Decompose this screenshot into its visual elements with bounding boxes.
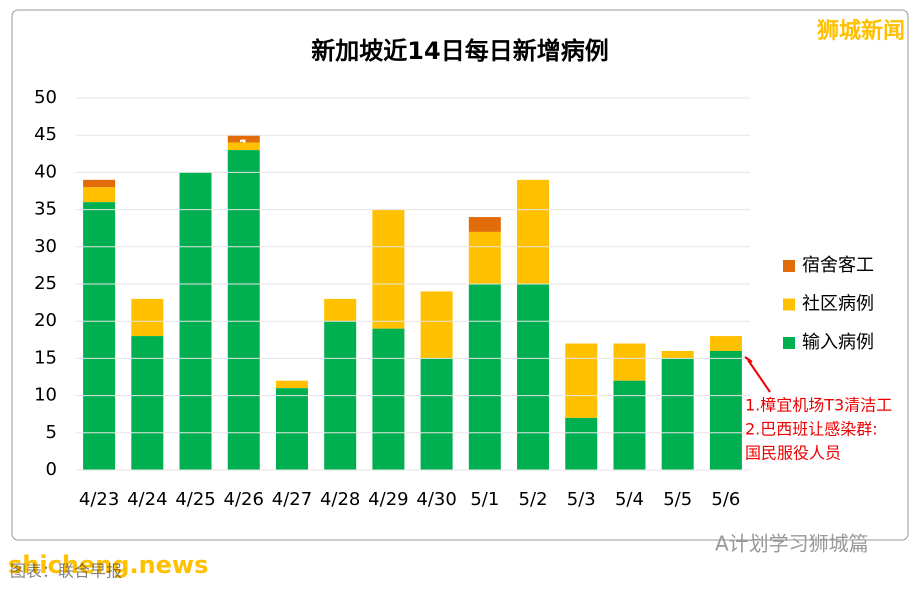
- legend-swatch: [783, 298, 795, 311]
- x-tick-label: 4/26: [224, 489, 264, 510]
- y-tick-label: 30: [34, 236, 57, 257]
- x-tick-label: 4/23: [79, 489, 119, 510]
- annotation: 1.樟宜机场T3清洁工: [745, 396, 892, 415]
- x-tick-label: 5/2: [519, 489, 548, 510]
- bar-segment: [468, 284, 501, 470]
- x-tick-label: 5/4: [615, 489, 644, 510]
- source: 图表：联合早报: [10, 562, 122, 581]
- watermark: shicheng.news: [8, 551, 208, 579]
- y-tick-label: 5: [46, 422, 57, 443]
- y-tick-label: 40: [34, 161, 57, 182]
- y-tick-label: 15: [34, 347, 57, 368]
- bar-segment: [709, 336, 742, 351]
- x-tick-label: 5/1: [470, 489, 499, 510]
- legend-label: 宿舍客工: [802, 255, 874, 276]
- bar-segment: [227, 150, 260, 470]
- legend-label: 输入病例: [802, 332, 874, 353]
- chart-title: 新加坡近14日每日新增病例: [311, 37, 608, 65]
- annotation: 国民服役人员: [745, 444, 841, 463]
- y-tick-label: 35: [34, 199, 57, 220]
- bar-segment: [565, 417, 598, 470]
- bar-segment: [83, 179, 116, 188]
- bar-segment: [275, 380, 308, 389]
- bar-segment: [420, 358, 453, 470]
- y-tick-label: 25: [34, 273, 57, 294]
- x-tick-label: 4/25: [175, 489, 215, 510]
- bar-segment: [468, 217, 501, 232]
- x-tick-label: 4/30: [416, 489, 456, 510]
- watermark: A计划学习狮城篇: [715, 532, 869, 556]
- bar-segment: [709, 350, 742, 470]
- bar-segment: [517, 284, 550, 470]
- bar-segment: [227, 142, 260, 151]
- legend-label: 社区病例: [802, 294, 874, 315]
- bar-segment: [372, 209, 405, 329]
- x-tick-label: 5/3: [567, 489, 596, 510]
- bar-segment: [661, 350, 694, 359]
- bar-segment: [131, 336, 164, 470]
- bar-segment: [83, 187, 116, 203]
- legend-swatch: [783, 337, 795, 349]
- x-tick-label: 4/29: [368, 489, 408, 510]
- bar-segment: [613, 380, 646, 470]
- y-tick-label: 10: [34, 385, 57, 406]
- bar-segment: [83, 202, 116, 470]
- x-tick-label: 4/28: [320, 489, 360, 510]
- bar-segment: [372, 328, 405, 470]
- y-tick-label: 45: [34, 124, 57, 145]
- bar-segment: [661, 358, 694, 470]
- x-tick-label: 5/6: [711, 489, 740, 510]
- bar-segment: [131, 298, 164, 337]
- x-tick-label: 4/27: [272, 489, 312, 510]
- y-tick-label: 50: [34, 87, 57, 108]
- bar-segment: [275, 388, 308, 470]
- x-tick-label: 5/5: [663, 489, 692, 510]
- annotation: 2.巴西班让感染群:: [745, 420, 878, 439]
- bar-segment: [227, 135, 260, 143]
- bar-segment: [613, 343, 646, 381]
- bar-segment: [517, 179, 550, 284]
- arrow: [747, 359, 771, 393]
- x-tick-label: 4/24: [127, 489, 167, 510]
- watermark: 狮城新闻: [817, 18, 905, 44]
- y-tick-label: 0: [46, 459, 57, 480]
- bar-segment: [468, 231, 501, 284]
- bar-segment: [565, 343, 598, 418]
- arrow: [744, 356, 753, 363]
- bar-segment: [420, 291, 453, 359]
- legend-swatch: [783, 260, 795, 272]
- y-tick-label: 20: [34, 310, 57, 331]
- bar-segment: [324, 298, 357, 322]
